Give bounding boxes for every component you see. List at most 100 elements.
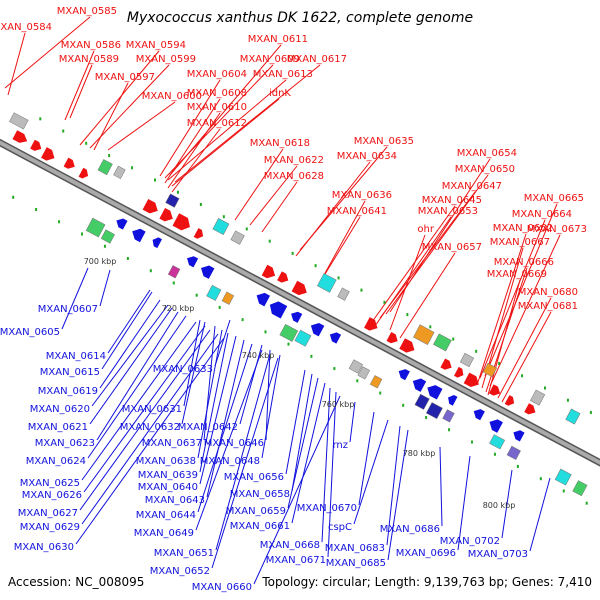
forward-gene-label: MXAN_0589: [59, 54, 119, 65]
kbp-tick-label: 700 kbp: [84, 257, 117, 266]
forward-gene-label: MXAN_0634: [337, 151, 397, 162]
forward-gene-label: MXAN_0657: [422, 242, 482, 253]
reverse-gene-label: MXAN_0649: [134, 528, 194, 539]
reverse-gene-arrow: [310, 323, 325, 337]
reverse-gene-label: MXAN_0652: [150, 566, 210, 577]
tick-dot: [475, 349, 478, 353]
kbp-tick-label: 780 kbp: [403, 449, 436, 458]
forward-gene-label: MXAN_0618: [250, 138, 310, 149]
forward-gene-arrow: [159, 207, 173, 222]
forward-leader-line: [323, 200, 366, 276]
feature-box: [348, 359, 364, 374]
reverse-gene-label: MXAN_0623: [35, 438, 95, 449]
tick-dot: [12, 195, 15, 199]
forward-gene-arrow: [524, 403, 536, 415]
tick-dot: [310, 354, 313, 358]
forward-gene-arrow: [12, 130, 28, 143]
forward-gene-label: MXAN_0662: [493, 223, 553, 234]
tick-dot: [452, 337, 455, 341]
reverse-gene-label: MXAN_0703: [468, 549, 528, 560]
feature-box: [165, 193, 180, 208]
forward-gene-arrow: [63, 157, 75, 169]
reverse-gene-label: MXAN_0643: [145, 495, 205, 506]
forward-gene-arrow: [504, 395, 515, 406]
forward-gene-arrow: [463, 372, 479, 387]
reverse-gene-label: MXAN_0615: [40, 367, 100, 378]
reverse-leader-line: [291, 373, 313, 492]
forward-gene-label: MXAN_0622: [264, 155, 324, 166]
reverse-gene-arrow: [513, 430, 525, 442]
reverse-gene-label: MXAN_0614: [46, 351, 106, 362]
reverse-gene-labels: MXAN_0607 MXAN_0605 MXAN_0614 MXAN_0615 MXAN…: [0, 304, 528, 593]
feature-box: [212, 218, 230, 235]
reverse-gene-label: MXAN_0633: [153, 364, 213, 375]
forward-leader-line: [374, 216, 452, 327]
forward-gene-label: MXAN_0613: [253, 69, 313, 80]
forward-gene-label: MXAN_0585: [57, 6, 117, 17]
gene-features: [9, 112, 588, 497]
reverse-gene-label: rnz: [332, 440, 348, 451]
reverse-leader-line: [211, 357, 279, 569]
reverse-gene-label: MXAN_0620: [30, 404, 90, 415]
tick-dot: [176, 190, 179, 194]
reverse-gene-label: MXAN_0627: [18, 508, 78, 519]
forward-gene-arrow: [364, 317, 378, 331]
reverse-gene-label: MXAN_0658: [230, 489, 290, 500]
forward-gene-label: MXAN_0650: [455, 164, 515, 175]
reverse-gene-arrow: [269, 301, 288, 319]
reverse-gene-label: MXAN_0659: [226, 506, 286, 517]
forward-leader-line: [295, 161, 371, 257]
forward-leader-line: [484, 203, 558, 377]
kbp-tick-label: 760 kbp: [322, 400, 355, 409]
reverse-leader-line: [439, 446, 443, 527]
reverse-leader-line: [261, 354, 281, 459]
reverse-leader-line: [353, 419, 389, 525]
reverse-gene-label: MXAN_0631: [122, 404, 182, 415]
tick-dot: [195, 293, 198, 297]
feature-box: [530, 389, 546, 406]
reverse-gene-label: cspC: [328, 522, 352, 533]
tick-dot: [172, 281, 175, 285]
reverse-leader-line: [195, 349, 263, 531]
tick-dot: [493, 452, 496, 456]
forward-leader-line: [79, 50, 160, 146]
forward-gene-label: MXAN_0645: [422, 195, 482, 206]
tick-dot: [149, 269, 152, 273]
forward-gene-label: MXAN_0628: [264, 171, 324, 182]
tick-dot: [589, 410, 592, 414]
forward-gene-label: MXAN_0586: [61, 40, 121, 51]
reverse-leader-line: [89, 307, 173, 425]
forward-leader-line: [69, 64, 93, 119]
feature-box: [572, 480, 588, 497]
forward-gene-label: MXAN_0664: [512, 209, 572, 220]
forward-gene-label: MXAN_0641: [327, 206, 387, 217]
forward-leader-line: [489, 234, 561, 387]
tick-dot: [448, 428, 451, 432]
feature-box: [369, 375, 383, 389]
forward-gene-arrow: [277, 271, 289, 283]
tick-dot: [337, 276, 340, 280]
forward-leader-line: [174, 64, 321, 183]
reverse-gene-arrow: [132, 228, 146, 243]
reverse-leader-line: [327, 391, 337, 558]
reverse-leader-line: [99, 299, 161, 389]
feature-box: [279, 323, 299, 342]
tick-dot: [544, 386, 546, 390]
tick-dot: [81, 232, 83, 236]
reverse-leader-line: [181, 321, 206, 425]
reverse-gene-label: MXAN_0686: [380, 524, 440, 535]
reverse-gene-label: MXAN_0648: [200, 456, 260, 467]
reverse-gene-label: MXAN_0624: [26, 456, 86, 467]
feature-box: [337, 287, 350, 301]
reverse-leader-line: [96, 311, 179, 441]
forward-leader-line: [171, 98, 280, 187]
reverse-leader-line: [349, 401, 356, 443]
reverse-gene-label: MXAN_0671: [266, 555, 326, 566]
tick-dot: [516, 464, 519, 468]
feature-box: [459, 352, 475, 368]
forward-gene-label: idnK: [269, 88, 291, 99]
feature-box: [230, 230, 245, 245]
tick-dot: [222, 215, 225, 219]
forward-gene-label: MXAN_0610: [187, 102, 247, 113]
